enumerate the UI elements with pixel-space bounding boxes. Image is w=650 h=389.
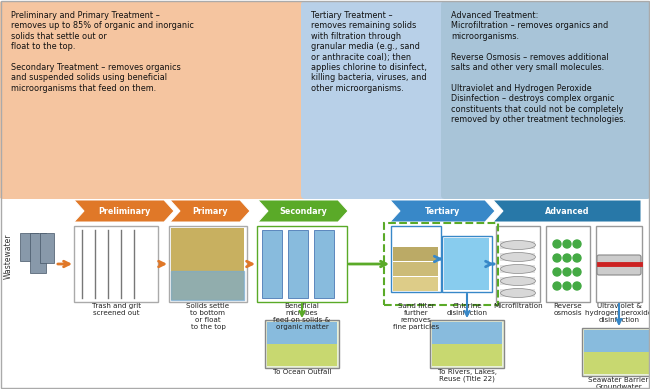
FancyBboxPatch shape: [267, 344, 337, 366]
Circle shape: [563, 240, 571, 248]
Text: Solids settle
to bottom
or float
to the top: Solids settle to bottom or float to the …: [187, 303, 229, 330]
Circle shape: [553, 240, 561, 248]
FancyBboxPatch shape: [444, 238, 489, 290]
FancyBboxPatch shape: [500, 265, 535, 273]
Text: Ultraviolet &
hydrogen peroxide
disinfection: Ultraviolet & hydrogen peroxide disinfec…: [586, 303, 650, 323]
Text: Advanced Treatment:
Microfiltration – removes organics and
microorganisms.

Reve: Advanced Treatment: Microfiltration – re…: [451, 11, 626, 124]
FancyBboxPatch shape: [267, 322, 337, 344]
Text: Chlorine
disinfection: Chlorine disinfection: [447, 303, 488, 316]
Polygon shape: [493, 200, 641, 222]
Circle shape: [553, 254, 561, 262]
FancyBboxPatch shape: [393, 262, 438, 276]
Ellipse shape: [500, 252, 536, 261]
FancyBboxPatch shape: [432, 344, 502, 366]
Text: Beneficial
microbes
feed on solids &
organic matter: Beneficial microbes feed on solids & org…: [274, 303, 331, 330]
Circle shape: [553, 282, 561, 290]
Text: Secondary: Secondary: [279, 207, 327, 216]
Text: Preliminary and Primary Treatment –
removes up to 85% of organic and inorganic
s: Preliminary and Primary Treatment – remo…: [11, 11, 194, 93]
Text: Advanced: Advanced: [545, 207, 590, 216]
FancyBboxPatch shape: [262, 230, 282, 298]
FancyBboxPatch shape: [393, 277, 438, 291]
Circle shape: [563, 268, 571, 276]
FancyBboxPatch shape: [169, 226, 247, 302]
FancyBboxPatch shape: [0, 1, 309, 199]
Ellipse shape: [500, 277, 536, 286]
Text: Reverse
osmosis: Reverse osmosis: [554, 303, 582, 316]
FancyBboxPatch shape: [597, 255, 641, 275]
Circle shape: [573, 254, 581, 262]
Ellipse shape: [500, 240, 536, 249]
FancyBboxPatch shape: [500, 241, 535, 249]
Polygon shape: [258, 200, 348, 222]
Text: Sand filter
further
removes
fine particles: Sand filter further removes fine particl…: [393, 303, 439, 330]
Ellipse shape: [500, 265, 536, 273]
Circle shape: [573, 282, 581, 290]
FancyBboxPatch shape: [393, 247, 438, 261]
FancyBboxPatch shape: [301, 1, 449, 199]
FancyBboxPatch shape: [546, 226, 590, 302]
FancyBboxPatch shape: [430, 320, 504, 368]
FancyBboxPatch shape: [496, 226, 540, 302]
FancyBboxPatch shape: [584, 352, 650, 374]
Circle shape: [553, 268, 561, 276]
Ellipse shape: [500, 289, 536, 298]
FancyBboxPatch shape: [265, 320, 339, 368]
FancyBboxPatch shape: [584, 330, 650, 352]
FancyBboxPatch shape: [40, 233, 54, 263]
Text: Tertiary: Tertiary: [425, 207, 460, 216]
Circle shape: [563, 254, 571, 262]
Text: Tertiary Treatment –
removes remaining solids
with filtration through
granular m: Tertiary Treatment – removes remaining s…: [311, 11, 427, 93]
FancyBboxPatch shape: [30, 233, 46, 273]
FancyBboxPatch shape: [20, 233, 38, 261]
Text: To Rivers, Lakes,
Reuse (Title 22): To Rivers, Lakes, Reuse (Title 22): [437, 369, 497, 382]
Circle shape: [563, 282, 571, 290]
FancyBboxPatch shape: [596, 226, 642, 302]
FancyBboxPatch shape: [314, 230, 334, 298]
FancyBboxPatch shape: [500, 289, 535, 297]
Polygon shape: [74, 200, 174, 222]
Circle shape: [573, 240, 581, 248]
FancyBboxPatch shape: [582, 328, 650, 376]
Text: Wastewater: Wastewater: [4, 233, 13, 279]
Text: To Ocean Outfall: To Ocean Outfall: [273, 369, 332, 375]
Text: Preliminary: Preliminary: [98, 207, 150, 216]
FancyBboxPatch shape: [288, 230, 308, 298]
FancyBboxPatch shape: [500, 253, 535, 261]
FancyBboxPatch shape: [500, 277, 535, 285]
Polygon shape: [390, 200, 495, 222]
FancyBboxPatch shape: [432, 322, 502, 344]
FancyBboxPatch shape: [442, 236, 492, 292]
FancyBboxPatch shape: [74, 226, 158, 302]
Text: Primary: Primary: [192, 207, 227, 216]
Circle shape: [573, 268, 581, 276]
Text: Microfiltration: Microfiltration: [493, 303, 543, 309]
Text: Seawater Barrier,
Groundwater
Replenishment: Seawater Barrier, Groundwater Replenishm…: [588, 377, 650, 389]
Text: Trash and grit
screened out: Trash and grit screened out: [92, 303, 140, 316]
Polygon shape: [170, 200, 250, 222]
FancyBboxPatch shape: [257, 226, 347, 302]
FancyBboxPatch shape: [391, 226, 441, 292]
FancyBboxPatch shape: [441, 1, 650, 199]
FancyBboxPatch shape: [171, 228, 244, 300]
